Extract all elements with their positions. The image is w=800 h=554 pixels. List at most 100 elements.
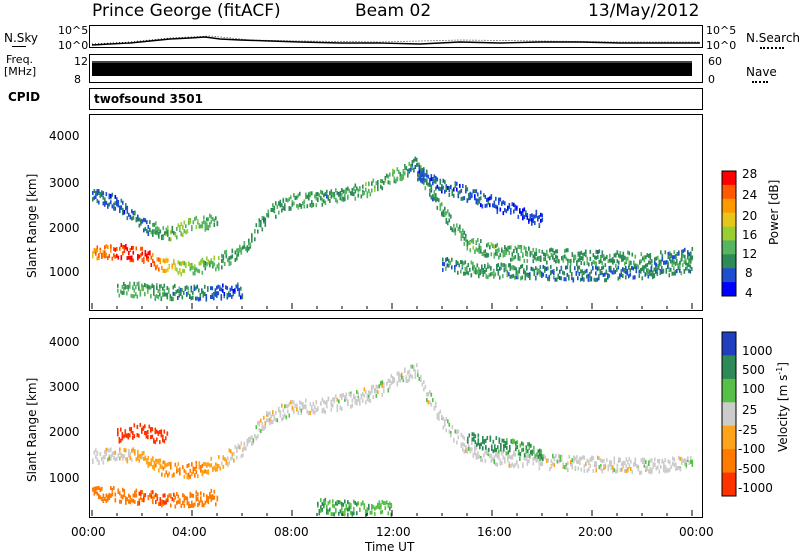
- power-band4-cell: [486, 198, 488, 202]
- velocity-band4-cell: [528, 459, 530, 464]
- velocity-band0-cell: [216, 463, 219, 468]
- power-band0-cell: [183, 269, 186, 274]
- power-band5-cell: [493, 268, 495, 273]
- velocity-band0-cell: [362, 398, 364, 403]
- power-band5-cell: [467, 263, 470, 267]
- power-cbar-tick-4: 4: [745, 286, 753, 300]
- power-band2-cell: [172, 291, 175, 296]
- velocity-band5-cell: [516, 445, 519, 450]
- velocity-band0-cell: [309, 410, 312, 415]
- velocity-band4-cell: [483, 453, 485, 458]
- power-band5-cell: [503, 263, 506, 268]
- velocity-band5-cell: [542, 457, 544, 462]
- power-band1-cell: [92, 191, 94, 195]
- velocity-band5-cell: [519, 452, 522, 456]
- power-band0-cell: [173, 258, 175, 263]
- power-band1-cell: [212, 217, 214, 221]
- power-band0-cell: [342, 196, 345, 201]
- power-band4-cell: [420, 175, 422, 179]
- power-band0-cell: [171, 263, 174, 268]
- power-band5-cell: [638, 269, 641, 274]
- velocity-band0-cell: [155, 463, 157, 468]
- power-band2-cell: [150, 294, 152, 299]
- power-band4-cell: [519, 208, 521, 213]
- power-band0-cell: [408, 161, 411, 166]
- power-band2-cell: [190, 285, 193, 290]
- velocity-band5-cell: [521, 441, 523, 446]
- power-band5-cell: [481, 269, 483, 274]
- power-band5-cell: [460, 260, 462, 264]
- power-band5-cell: [581, 276, 584, 281]
- power-band0-cell: [246, 248, 249, 253]
- velocity-band3-cell: [333, 512, 336, 517]
- power-band2-cell: [141, 287, 143, 292]
- velocity-band0-cell: [108, 448, 111, 453]
- velocity-band0-cell: [401, 372, 403, 377]
- velocity-band2-cell: [117, 428, 119, 432]
- power-band0-cell: [95, 248, 97, 253]
- velocity-band0-cell: [413, 367, 415, 372]
- velocity-band3-cell: [348, 507, 351, 512]
- power-band3-cell: [555, 249, 557, 254]
- velocity-band0-cell: [219, 466, 222, 471]
- power-band2-cell: [205, 296, 208, 301]
- velocity-band0-cell: [405, 379, 408, 384]
- velocity-band0-cell: [404, 369, 406, 373]
- power-band2-cell: [127, 287, 130, 292]
- power-band5-cell: [583, 277, 585, 282]
- velocity-band0-cell: [227, 463, 229, 467]
- power-band3-cell: [640, 252, 643, 257]
- power-band4-cell: [517, 214, 520, 219]
- power-band4-cell: [525, 210, 527, 215]
- velocity-band4-cell: [637, 467, 640, 472]
- power-band0-cell: [128, 255, 130, 260]
- power-band2-cell: [211, 295, 214, 299]
- power-band3-cell: [475, 247, 478, 252]
- power-band5-cell: [563, 277, 566, 282]
- power-band0-cell: [375, 181, 378, 186]
- power-band0-cell: [105, 252, 108, 257]
- velocity-band4-cell: [499, 461, 502, 466]
- velocity-band3-cell: [390, 512, 393, 517]
- power-band5-cell: [668, 267, 671, 272]
- power-band4-cell: [429, 180, 431, 185]
- power-band5-cell: [548, 277, 551, 282]
- power-band0-cell: [308, 196, 310, 201]
- velocity-band0-cell: [390, 374, 393, 378]
- power-band0-cell: [237, 248, 240, 252]
- power-band3-cell: [621, 257, 623, 262]
- power-band2-cell: [156, 294, 158, 299]
- power-band2-cell: [216, 291, 218, 296]
- velocity-band0-cell: [107, 447, 109, 452]
- power-band4-cell: [502, 200, 505, 205]
- power-band5-cell: [460, 269, 462, 274]
- power-band5-cell: [475, 267, 477, 272]
- power-band5-cell: [580, 269, 582, 274]
- power-band4-cell: [526, 215, 529, 220]
- power-band3-cell: [517, 256, 520, 261]
- velocity-band4-cell: [691, 459, 694, 464]
- power-band0-cell: [231, 254, 234, 259]
- power-band2-cell: [213, 291, 215, 296]
- velocity-band1-cell: [153, 494, 156, 499]
- velocity-band0-cell: [218, 455, 220, 460]
- power-band5-cell: [482, 272, 485, 277]
- power-band5-cell: [656, 271, 659, 276]
- velocity-band0-cell: [408, 369, 411, 374]
- velocity-band0-cell: [183, 474, 186, 479]
- velocity-band1-cell: [180, 503, 183, 508]
- power-band5-cell: [649, 269, 651, 274]
- velocity-band5-cell: [503, 447, 505, 452]
- power-band4-cell: [511, 202, 514, 207]
- power-band5-cell: [647, 274, 650, 279]
- velocity-band4-cell: [642, 460, 644, 464]
- power-band2-cell: [186, 292, 188, 296]
- velocity-band3-cell: [324, 501, 327, 505]
- power-band5-cell: [487, 262, 489, 267]
- power-band5-cell: [476, 263, 479, 268]
- cpid-label: CPID: [8, 90, 41, 104]
- velocity-band5-cell: [483, 440, 486, 445]
- velocity-band3-cell: [362, 500, 364, 505]
- power-band0-cell: [147, 258, 150, 263]
- velocity-band1-cell: [147, 495, 150, 500]
